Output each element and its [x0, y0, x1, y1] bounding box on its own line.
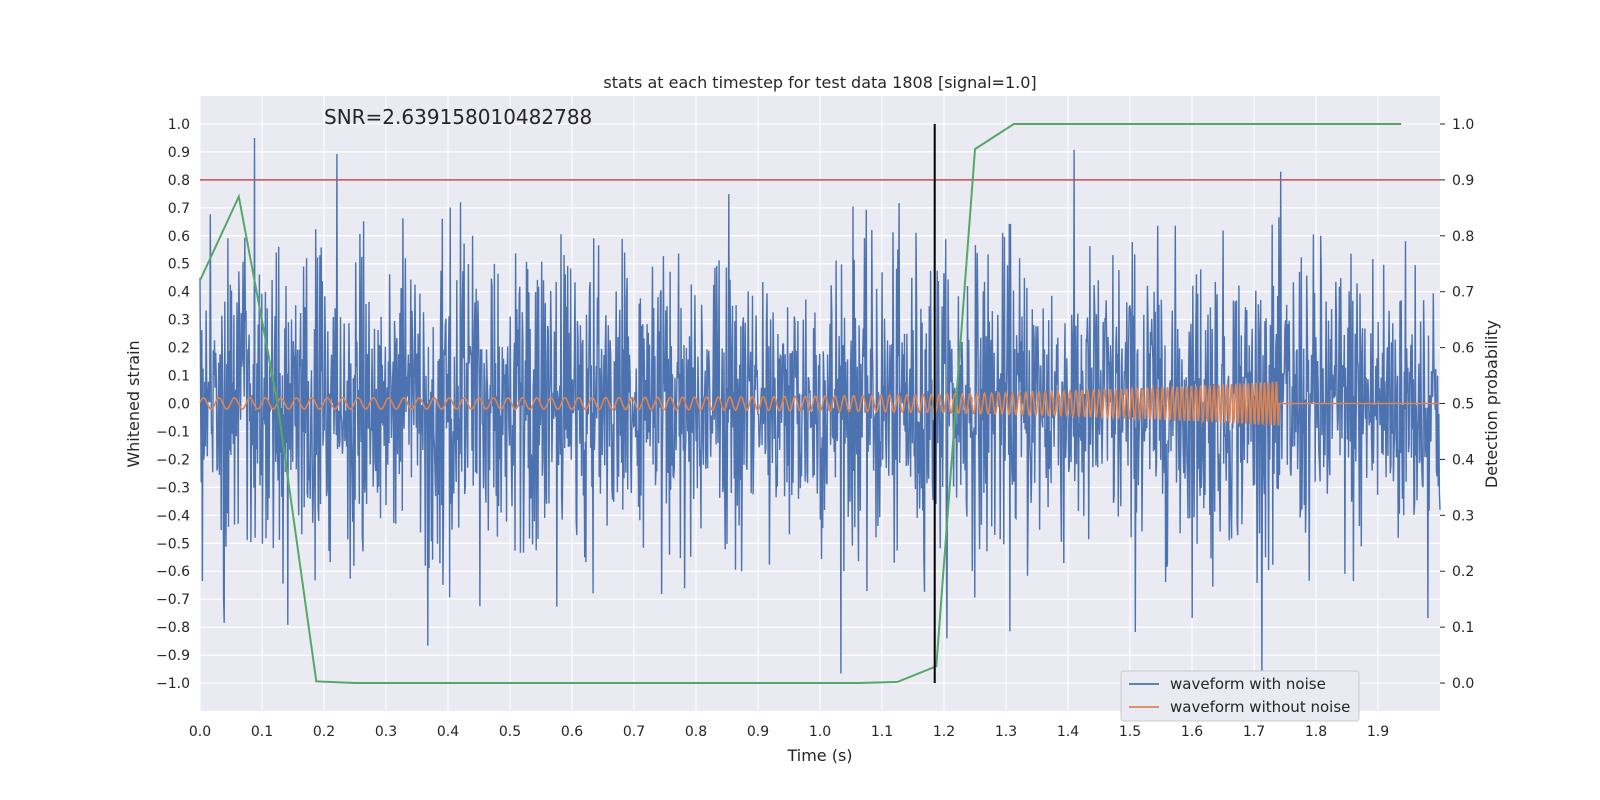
x-tick-label: 1.0 [809, 724, 831, 740]
y2-tick-label: 1.0 [1452, 117, 1474, 133]
x-tick-label: 0.2 [313, 724, 335, 740]
y-tick-label: 0.3 [168, 313, 190, 329]
legend-label-clean: waveform without noise [1170, 698, 1350, 716]
y-tick-label: 0.7 [168, 201, 190, 217]
y-tick-label: −0.8 [156, 620, 190, 636]
x-tick-label: 0.7 [623, 724, 645, 740]
series-detection-probability [199, 123, 1402, 684]
y-tick-label: 0.8 [168, 173, 190, 189]
x-tick-label: 1.7 [1243, 724, 1265, 740]
x-tick-label: 0.5 [499, 724, 521, 740]
x-tick-label: 1.5 [1119, 724, 1141, 740]
y-tick-label: 0.0 [168, 397, 190, 413]
y-tick-label: 0.1 [168, 369, 190, 385]
x-tick-label: 0.9 [747, 724, 769, 740]
y-tick-label: −0.2 [156, 452, 190, 468]
y2-tick-label: 0.3 [1452, 508, 1474, 524]
y2-tick-label: 0.7 [1452, 285, 1474, 301]
x-axis-label: Time (s) [786, 746, 852, 765]
y2-tick-label: 0.0 [1452, 676, 1474, 692]
x-tick-label: 0.8 [685, 724, 707, 740]
x-tick-label: 1.1 [871, 724, 893, 740]
legend-box [1120, 670, 1360, 722]
series-layer [199, 123, 1441, 684]
y2-tick-label: 0.8 [1452, 229, 1474, 245]
y-tick-label: 0.5 [168, 257, 190, 273]
x-tick-label: 0.4 [437, 724, 459, 740]
legend: waveform with noise waveform without noi… [1120, 670, 1360, 722]
x-tick-label: 1.6 [1181, 724, 1203, 740]
x-tick-label: 0.0 [189, 724, 211, 740]
series-waveform-without-noise [199, 381, 1440, 428]
series-waveform-with-noise [199, 137, 1441, 681]
y-tick-label: 0.2 [168, 341, 190, 357]
y-tick-label: −0.7 [156, 592, 190, 608]
legend-label-noise: waveform with noise [1170, 675, 1326, 693]
x-tick-label: 1.2 [933, 724, 955, 740]
x-tick-label: 0.6 [561, 724, 583, 740]
y-tick-label: −0.6 [156, 564, 190, 580]
x-tick-label: 1.4 [1057, 724, 1079, 740]
y-tick-label: −0.4 [156, 508, 190, 524]
y-tick-label: −0.3 [156, 480, 190, 496]
y-tick-label: 1.0 [168, 117, 190, 133]
y2-tick-label: 0.5 [1452, 397, 1474, 413]
y-tick-label: 0.4 [168, 285, 190, 301]
x-tick-label: 1.9 [1367, 724, 1389, 740]
x-tick-label: 1.8 [1305, 724, 1327, 740]
x-tick-label: 0.3 [375, 724, 397, 740]
snr-annotation: SNR=2.639158010482788 [324, 105, 592, 129]
y-tick-label: −0.5 [156, 536, 190, 552]
y-tick-label: 0.9 [168, 145, 190, 161]
y2-axis-label: Detection probability [1482, 320, 1501, 488]
y-tick-label: −0.9 [156, 648, 190, 664]
y-axis-label: Whitened strain [124, 340, 143, 467]
y2-tick-label: 0.6 [1452, 341, 1474, 357]
y-tick-label: −1.0 [156, 676, 190, 692]
y-tick-label: −0.1 [156, 424, 190, 440]
x-tick-label: 0.1 [251, 724, 273, 740]
chart-title: stats at each timestep for test data 180… [603, 73, 1036, 92]
x-tick-label: 1.3 [995, 724, 1017, 740]
ticks: 0.0 0.1 0.2 0.3 0.4 0.5 0.6 0.7 0.8 0.9 1.0 1.1 1.2 1… [156, 117, 1474, 740]
y-tick-label: 0.6 [168, 229, 190, 245]
y2-tick-label: 0.1 [1452, 620, 1474, 636]
y2-tick-label: 0.9 [1452, 173, 1474, 189]
y2-tick-label: 0.2 [1452, 564, 1474, 580]
y2-tick-label: 0.4 [1452, 452, 1474, 468]
